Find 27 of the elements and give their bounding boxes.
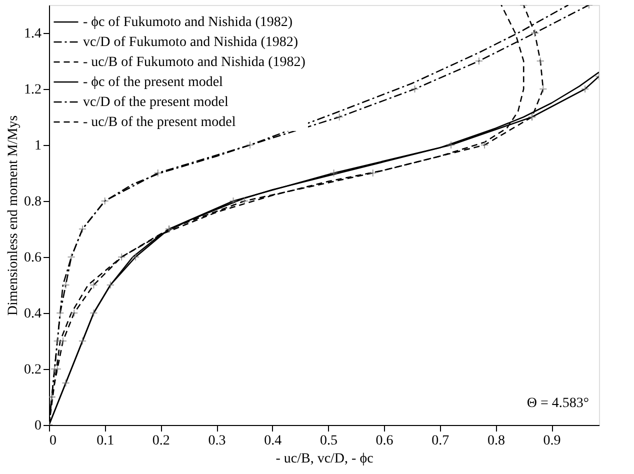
legend-label: - ϕc of the present model — [83, 75, 224, 90]
x-tick-label: 0.1 — [96, 434, 114, 448]
y-tick-label: 1.2 — [24, 82, 42, 98]
y-axis-title: Dimensionless end moment M/Mys — [6, 115, 21, 316]
x-tick-label: 0.2 — [152, 434, 170, 448]
legend-label: - uc/B of the present model — [83, 115, 236, 130]
legend-label: - uc/B of Fukumoto and Nishida (1982) — [83, 55, 306, 70]
y-tick-label: 0 — [34, 418, 42, 434]
y-tick-label: 1.4 — [24, 26, 42, 42]
x-tick-label: 0.8 — [487, 434, 505, 448]
x-axis-title: - uc/B, vc/D, - ϕc — [276, 452, 374, 466]
legend-label: - ϕc of Fukumoto and Nishida (1982) — [83, 15, 293, 30]
y-tick-label: 1 — [34, 138, 42, 154]
x-tick-label: 0.9 — [543, 434, 561, 448]
annotation: Θ = 4.583° — [526, 396, 589, 411]
x-tick-label: 0.4 — [264, 434, 282, 448]
x-tick-label: 0.3 — [208, 434, 226, 448]
legend-label: vc/D of Fukumoto and Nishida (1982) — [83, 35, 298, 50]
y-tick-label: 0.4 — [24, 306, 42, 322]
y-tick-label: 0.8 — [24, 194, 42, 210]
y-tick-label: 0.2 — [24, 362, 42, 378]
y-tick-label: 0.6 — [24, 250, 42, 266]
x-tick-label: 0.5 — [320, 434, 338, 448]
x-tick-label: 0.7 — [432, 434, 450, 448]
legend-label: vc/D of the present model — [83, 95, 229, 110]
x-tick-label: 0 — [50, 434, 56, 448]
x-tick-label: 0.6 — [376, 434, 394, 448]
